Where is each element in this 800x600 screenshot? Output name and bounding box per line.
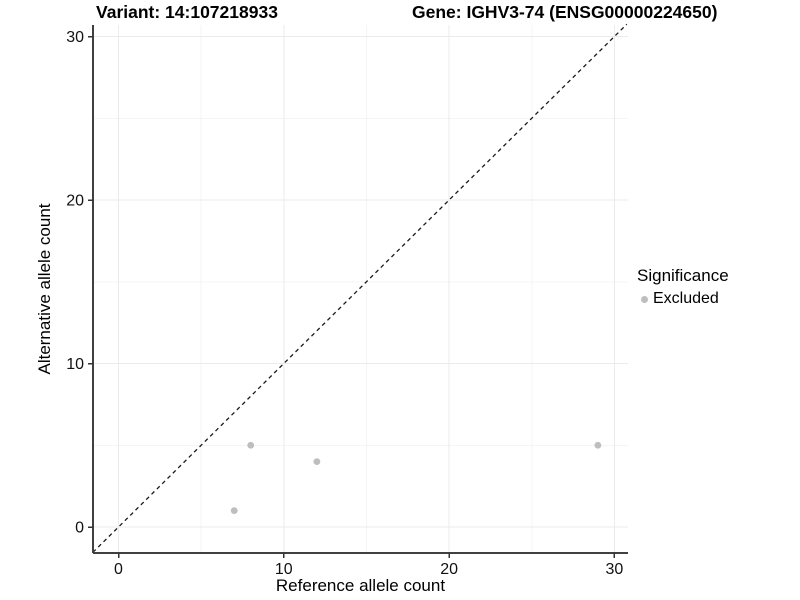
plot-title-variant: Variant: 14:107218933 (96, 2, 278, 22)
data-point (247, 441, 255, 449)
legend-title: Significance (637, 266, 729, 285)
legend-key-dot-icon (641, 295, 648, 303)
y-tick-label: 30 (66, 29, 84, 46)
y-tick-label: 20 (66, 193, 84, 210)
y-tick-label: 10 (66, 356, 84, 373)
data-point (594, 441, 602, 449)
data-point (313, 458, 321, 465)
y-axis-title: Alternative allele count (35, 203, 54, 375)
legend-item-excluded: Excluded (637, 290, 729, 308)
plot-title-gene: Gene: IGHV3-74 (ENSG00000224650) (412, 2, 718, 22)
x-tick-label: 10 (275, 561, 293, 578)
x-tick-label: 0 (114, 561, 123, 578)
y-tick-label: 0 (75, 520, 84, 537)
identity-dashed-line (92, 23, 628, 553)
legend-item-label: Excluded (653, 290, 719, 307)
x-tick-label: 30 (606, 561, 624, 578)
x-tick-label: 20 (440, 561, 458, 578)
data-point (230, 507, 238, 515)
legend: Significance Excluded (637, 266, 729, 308)
x-axis-title: Reference allele count (275, 576, 446, 595)
